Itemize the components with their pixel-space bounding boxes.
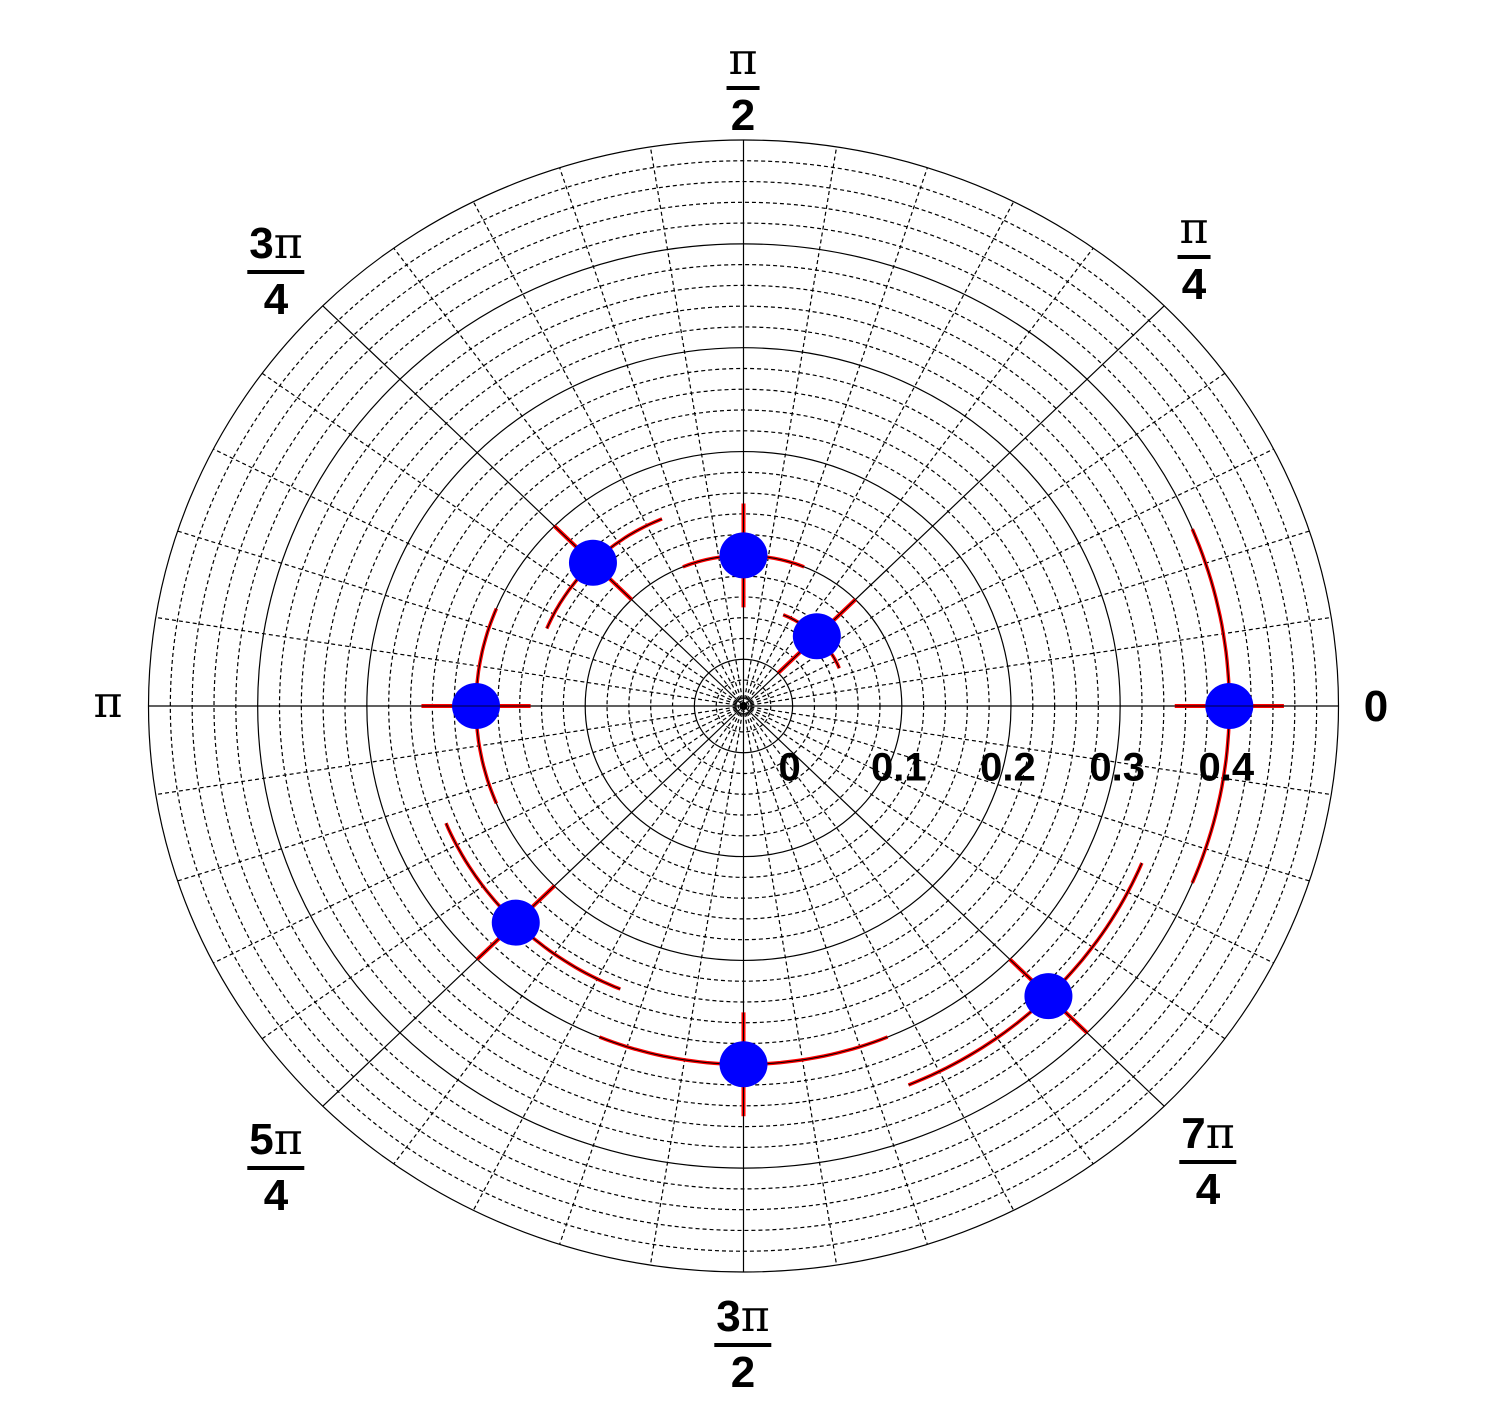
grid-spoke-minor bbox=[213, 705, 744, 964]
label-numerator: 5π bbox=[247, 1118, 305, 1170]
data-point bbox=[719, 532, 768, 579]
grid-spoke-minor bbox=[742, 167, 928, 707]
data-markers bbox=[452, 532, 1254, 1088]
grid-spoke-major bbox=[322, 305, 744, 707]
label-denominator: 4 bbox=[1195, 1165, 1221, 1214]
grid-spoke-minor bbox=[649, 146, 745, 707]
radial-tick-label: 0 bbox=[778, 745, 801, 790]
grid-spoke-minor bbox=[213, 448, 744, 707]
label-numerator: π bbox=[1177, 207, 1211, 259]
grid-spoke-minor bbox=[743, 247, 1094, 707]
label-denominator: 4 bbox=[1181, 260, 1207, 309]
radial-tick-label: 0.1 bbox=[870, 745, 927, 790]
grid-spoke-minor bbox=[559, 705, 745, 1245]
angular-label: 5π 4 bbox=[247, 1118, 305, 1220]
label-denominator: 4 bbox=[263, 1171, 289, 1220]
label-text: π bbox=[93, 677, 123, 728]
grid-spoke-minor bbox=[261, 705, 744, 1040]
grid-spoke-major bbox=[743, 705, 1165, 1107]
grid-spoke-minor bbox=[743, 448, 1274, 707]
angular-label: 3π 2 bbox=[714, 1295, 772, 1397]
grid-spoke-minor bbox=[743, 705, 1274, 964]
polar-grid bbox=[147, 139, 1340, 1273]
grid-spoke-minor bbox=[472, 201, 745, 707]
grid-spoke-minor bbox=[155, 616, 744, 707]
label-numerator: 7π bbox=[1179, 1112, 1237, 1164]
grid-spoke-minor bbox=[649, 705, 745, 1266]
data-point bbox=[792, 613, 841, 660]
label-denominator: 4 bbox=[263, 275, 289, 324]
grid-spoke-minor bbox=[177, 530, 744, 707]
grid-spoke-minor bbox=[742, 705, 838, 1266]
grid-spoke-minor bbox=[743, 705, 1332, 796]
grid-spoke-minor bbox=[742, 146, 838, 707]
data-point bbox=[491, 899, 540, 946]
grid-spoke-minor bbox=[559, 167, 745, 707]
radial-tick-label: 0.2 bbox=[980, 745, 1036, 790]
label-denominator: 2 bbox=[730, 91, 756, 140]
label-numerator: π bbox=[726, 38, 760, 90]
label-denominator: 2 bbox=[730, 1348, 756, 1397]
grid-spoke-minor bbox=[742, 705, 928, 1245]
data-point bbox=[1024, 973, 1073, 1020]
grid-spoke-minor bbox=[743, 616, 1332, 707]
label-text: 0 bbox=[1363, 682, 1389, 731]
label-numerator: 3π bbox=[714, 1295, 772, 1347]
grid-spoke-minor bbox=[742, 705, 1015, 1211]
radial-tick-label: 0.3 bbox=[1089, 745, 1145, 790]
grid-spoke-minor bbox=[472, 705, 745, 1211]
grid-spoke-minor bbox=[177, 705, 744, 882]
grid-spoke-minor bbox=[743, 705, 1094, 1165]
radial-tick-label: 0.4 bbox=[1198, 745, 1255, 790]
grid-spoke-minor bbox=[743, 530, 1310, 707]
grid-spoke-minor bbox=[743, 705, 1310, 882]
grid-spoke-minor bbox=[261, 372, 744, 707]
data-point bbox=[568, 539, 617, 586]
grid-spoke-minor bbox=[742, 201, 1015, 707]
angular-label: π bbox=[94, 681, 123, 725]
angular-label: 3π 4 bbox=[247, 222, 305, 324]
grid-spoke-minor bbox=[155, 705, 744, 796]
angular-label: 0 bbox=[1364, 685, 1388, 729]
data-point bbox=[719, 1041, 768, 1088]
grid-spoke-minor bbox=[393, 247, 744, 707]
angular-label: 7π 4 bbox=[1179, 1112, 1237, 1214]
grid-spoke-minor bbox=[393, 705, 744, 1165]
label-numerator: 3π bbox=[247, 222, 305, 274]
